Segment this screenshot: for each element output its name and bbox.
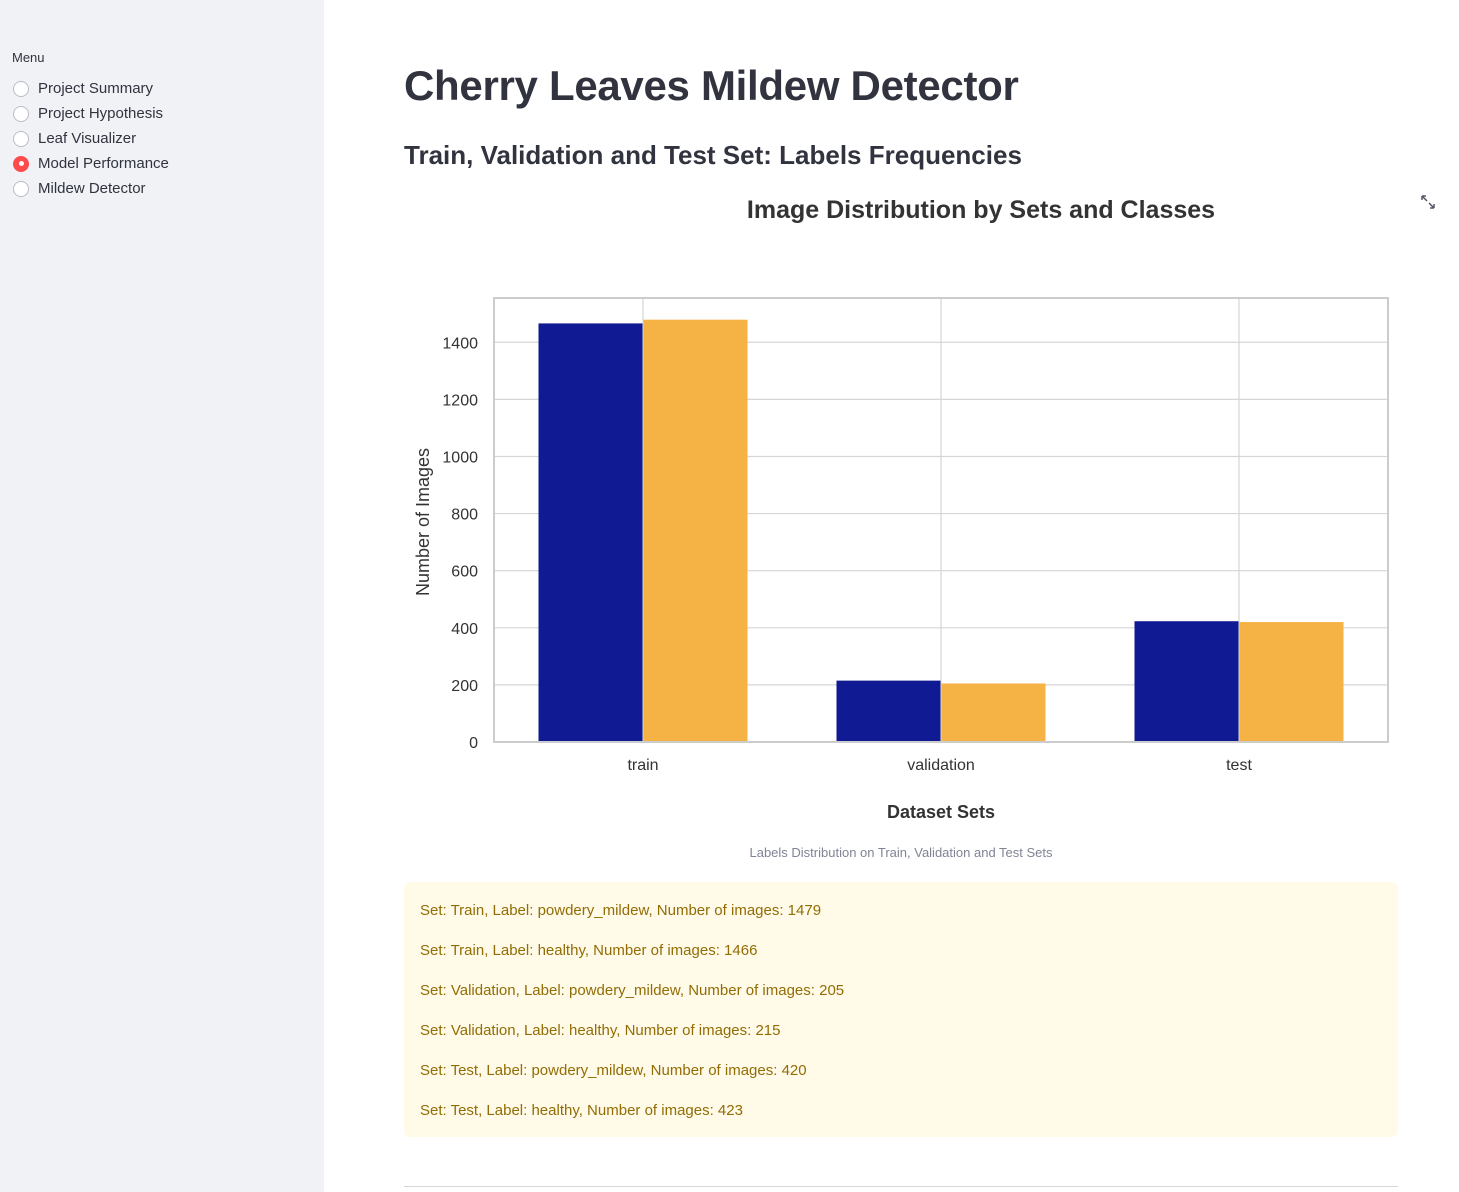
expand-icon[interactable] <box>1418 192 1438 212</box>
section-title: Train, Validation and Test Set: Labels F… <box>404 140 1022 170</box>
menu-item-label: Project Summary <box>38 80 154 97</box>
radio-circle-icon[interactable] <box>13 180 29 197</box>
y-tick-label: 1400 <box>442 335 478 352</box>
bar-test-series-1 <box>1134 621 1239 742</box>
bar-test-series-2 <box>1239 622 1344 742</box>
divider <box>404 1186 1398 1187</box>
info-alert: Set: Train, Label: powdery_mildew, Numbe… <box>404 882 1398 1137</box>
info-line: Set: Validation, Label: healthy, Number … <box>420 1022 781 1039</box>
y-tick-label: 1000 <box>442 449 478 466</box>
menu-item-label: Leaf Visualizer <box>38 130 137 147</box>
x-tick-label: validation <box>907 757 975 774</box>
radio-selected-icon[interactable] <box>13 155 29 172</box>
radio-circle-icon[interactable] <box>13 130 29 147</box>
y-tick-label: 600 <box>451 564 478 581</box>
menu-label: Menu <box>12 50 45 65</box>
x-tick-label: train <box>627 757 658 774</box>
bar-validation-series-2 <box>941 683 1046 742</box>
bar-train-series-1 <box>538 323 643 742</box>
info-line: Set: Test, Label: healthy, Number of ima… <box>420 1102 743 1119</box>
menu-item-model-performance[interactable]: Model Performance <box>13 151 169 176</box>
y-tick-label: 1200 <box>442 392 478 409</box>
menu-item-leaf-visualizer[interactable]: Leaf Visualizer <box>13 126 169 151</box>
bar-train-series-2 <box>643 319 748 742</box>
y-tick-label: 800 <box>451 507 478 524</box>
bar-validation-series-1 <box>836 680 941 742</box>
menu-item-project-summary[interactable]: Project Summary <box>13 76 169 101</box>
radio-circle-icon[interactable] <box>13 105 29 122</box>
menu-item-project-hypothesis[interactable]: Project Hypothesis <box>13 101 169 126</box>
page-title: Cherry Leaves Mildew Detector <box>404 62 1019 109</box>
bar-chart: Image Distribution by Sets and Classes 0 2… <box>413 196 1389 822</box>
info-line: Set: Test, Label: powdery_mildew, Number… <box>420 1062 807 1079</box>
expand-icon-glyph <box>1421 195 1435 209</box>
y-tick-label: 200 <box>451 678 478 695</box>
radio-circle-icon[interactable] <box>13 80 29 97</box>
menu-item-label: Mildew Detector <box>38 180 146 197</box>
chart-caption: Labels Distribution on Train, Validation… <box>749 845 1053 860</box>
x-tick-label: test <box>1226 757 1252 774</box>
y-tick-label: 400 <box>451 621 478 638</box>
x-axis-label: Dataset Sets <box>887 802 995 822</box>
info-line: Set: Train, Label: healthy, Number of im… <box>420 942 758 959</box>
y-axis-label: Number of Images <box>413 448 433 596</box>
chart-title: Image Distribution by Sets and Classes <box>747 196 1215 224</box>
info-line: Set: Validation, Label: powdery_mildew, … <box>420 982 845 999</box>
plot-frame <box>493 297 1389 743</box>
sidebar: Menu Project Summary Project Hypothesis … <box>0 0 324 1192</box>
menu-item-label: Project Hypothesis <box>38 105 164 122</box>
menu-item-mildew-detector[interactable]: Mildew Detector <box>13 176 169 201</box>
menu-item-label: Model Performance <box>38 155 169 172</box>
menu-radio-group: Project Summary Project Hypothesis Leaf … <box>13 76 169 201</box>
y-tick-label: 0 <box>469 735 478 752</box>
info-line: Set: Train, Label: powdery_mildew, Numbe… <box>420 902 822 919</box>
